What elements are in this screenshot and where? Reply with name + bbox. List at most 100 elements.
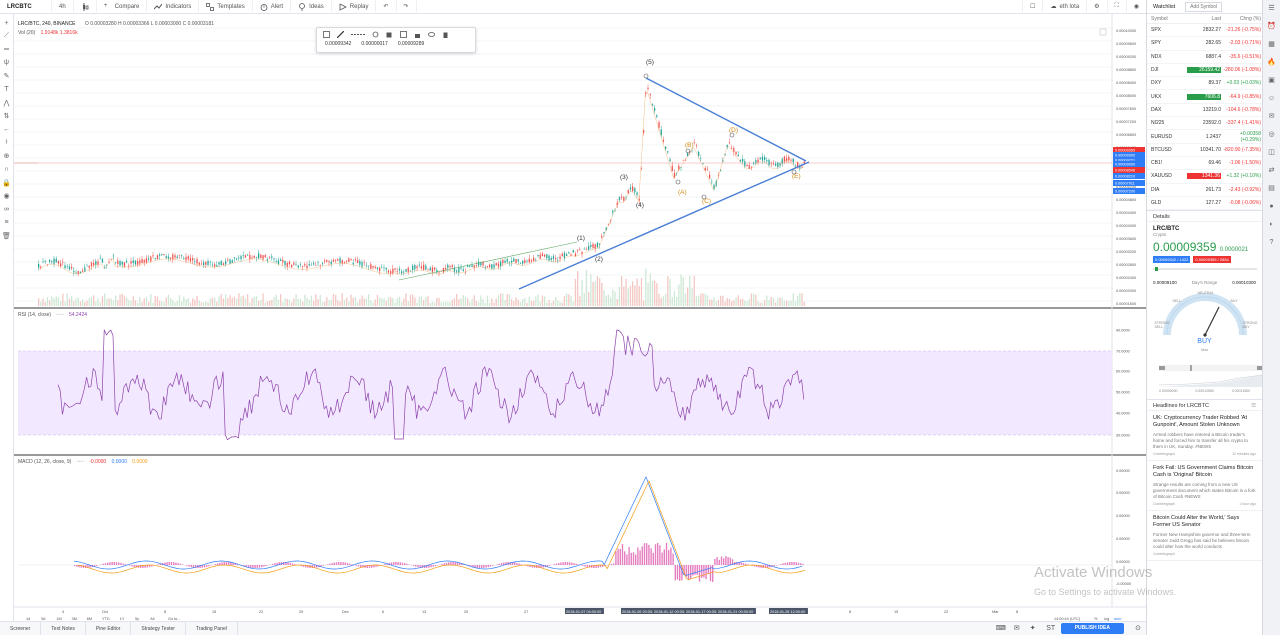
interval-button[interactable]: 4h <box>52 0 74 14</box>
macd-settings-icon[interactable]: ▫▫▫▫ <box>76 459 84 465</box>
trash-icon[interactable] <box>442 31 449 38</box>
order-panel-icon[interactable]: ⇄ <box>1268 167 1275 174</box>
data-window-icon[interactable]: ▦ <box>1268 41 1275 48</box>
copy-icon[interactable] <box>386 31 393 38</box>
horizontal-line-icon[interactable]: ═ <box>4 46 9 54</box>
profile-icon[interactable]: ◐ <box>1269 221 1274 228</box>
headline-title[interactable]: Fork Fail: US Government Claims Bitcoin … <box>1153 465 1254 479</box>
link-icon[interactable]: ∞ <box>4 205 9 213</box>
trash-icon[interactable]: 🗑 <box>2 232 11 240</box>
expand-icon[interactable]: ⊙ <box>1135 624 1141 632</box>
watchlist-row[interactable]: SPX 2832.27 -21.26 (-0.75%) <box>1147 24 1262 38</box>
watchlist-row[interactable]: DIA 261.73 -2.43 (-0.92%) <box>1147 184 1262 197</box>
templates-button[interactable]: Templates <box>199 0 253 14</box>
trend-line-icon[interactable]: ⟋ <box>4 32 9 40</box>
publish-idea-button[interactable]: PUBLISH IDEA <box>1060 623 1124 634</box>
watchlist-row[interactable]: BTCUSD 10341.70 -820.90 (-7.35%) <box>1147 144 1262 157</box>
twitter-icon[interactable]: ✦ <box>1029 624 1036 632</box>
hotlist-icon[interactable]: 🔥 <box>1267 59 1276 66</box>
watchlist-row[interactable]: UKX 7606.8 -64.9 (-0.85%) <box>1147 90 1262 104</box>
watchlist-row[interactable]: GLD 127.27 -0.08 (-0.06%) <box>1147 197 1262 211</box>
watchlist-row[interactable]: DXY 89.37 +0.03 (+0.03%) <box>1147 77 1262 91</box>
help-icon[interactable]: ? <box>1269 239 1274 246</box>
col-last[interactable]: Last <box>1211 15 1221 22</box>
indicators-button[interactable]: Indicators <box>147 0 200 14</box>
alert-button[interactable]: Alert <box>253 0 292 14</box>
watchlist-row[interactable]: EURUSD 1.2437 +0.00358 (+0.29%) <box>1147 130 1262 144</box>
chat-icon[interactable]: ✉ <box>1013 624 1020 632</box>
headline-title[interactable]: Bitcoin Could Alter the World,' Says For… <box>1153 515 1240 529</box>
watchlist-row[interactable]: CB1! 69.46 -1.06 (-1.50%) <box>1147 157 1262 171</box>
tab-trading-panel[interactable]: Trading Panel <box>186 621 238 635</box>
tab-screener[interactable]: Screener <box>0 621 42 635</box>
pattern-icon[interactable]: ⋀ <box>3 99 10 107</box>
watchlist-title[interactable]: Watchlist <box>1153 3 1176 10</box>
watchlist-row[interactable]: DJI 26159.42 -280.06 (-1.08%) <box>1147 64 1262 78</box>
undo-button[interactable]: ↶ <box>376 0 397 14</box>
frame-icon[interactable] <box>400 31 407 38</box>
gear-icon[interactable] <box>372 31 379 38</box>
ideas-stream-icon[interactable]: ◎ <box>1268 131 1275 138</box>
notification-icon[interactable]: ● <box>1269 203 1274 210</box>
watchlist-row[interactable]: NI225 23592.0 -337.4 (-1.41%) <box>1147 117 1262 131</box>
pitchfork-icon[interactable]: ψ <box>4 59 9 67</box>
back-arrow-icon[interactable]: ← <box>3 125 10 133</box>
headline-item[interactable]: Fork Fail: US Government Claims Bitcoin … <box>1147 461 1262 512</box>
brush-icon[interactable]: ✎ <box>3 73 10 81</box>
camera-button[interactable]: ◉ <box>1125 0 1146 14</box>
zoom-icon[interactable]: ⊕ <box>3 152 10 160</box>
compare-button[interactable]: + Compare <box>97 0 148 14</box>
line-style-icon[interactable] <box>351 31 365 38</box>
magnet-icon[interactable]: ∩ <box>3 165 10 173</box>
tab-pine-editor[interactable]: Pine Editor <box>86 621 132 635</box>
candle-style-button[interactable] <box>74 0 97 14</box>
headline-item[interactable]: UK: Cryptocurrency Trader Robbed 'At Gun… <box>1147 411 1262 462</box>
layout-button[interactable]: ☐ <box>1022 0 1042 14</box>
templates-icon[interactable] <box>323 31 330 38</box>
ideas-button[interactable]: Ideas <box>291 0 332 14</box>
watchlist-row[interactable]: SPY 282.65 -2.03 (-0.71%) <box>1147 37 1262 51</box>
eye-icon[interactable]: ◉ <box>3 192 10 200</box>
social-icon[interactable]: ☺ <box>1267 95 1276 102</box>
eye-icon[interactable] <box>428 31 435 38</box>
chart-area[interactable]: 0.00010000 0.00009600 0.00009200 0.00008800… <box>14 14 1146 621</box>
prediction-icon[interactable]: ⇅ <box>3 113 10 121</box>
headlines-header[interactable]: Headlines for LRCBTC ☰ <box>1147 399 1262 412</box>
watchlist-icon[interactable]: ☰ <box>1268 5 1275 12</box>
rsi-settings-icon[interactable]: ▫▫▫▫ <box>56 312 64 318</box>
keyboard-icon[interactable]: ⌨ <box>995 624 1006 632</box>
headlines-menu-icon[interactable]: ☰ <box>1251 403 1256 410</box>
symbol-search[interactable]: LRCBTC <box>0 0 52 14</box>
scripts-icon[interactable]: ◫ <box>1268 149 1275 156</box>
tab-strategy-tester[interactable]: Strategy Tester <box>131 621 186 635</box>
lock-icon[interactable] <box>414 31 421 38</box>
dom-icon[interactable]: ▤ <box>1268 185 1275 192</box>
add-symbol-input[interactable]: Add Symbol <box>1185 1 1223 12</box>
fullscreen-button[interactable]: ⛶ <box>1106 0 1126 14</box>
details-header[interactable]: Details <box>1147 210 1262 223</box>
ruler-icon[interactable]: ⟊ <box>5 138 8 146</box>
pencil-icon[interactable] <box>336 30 345 39</box>
drawing-properties-toolbar[interactable]: 0.00009342 0.00000017 0.00009289 <box>316 27 476 53</box>
watchlist-row[interactable]: DAX 13219.0 -104.6 (-0.78%) <box>1147 104 1262 118</box>
lock-icon[interactable]: 🔒 <box>2 179 11 187</box>
watchlist-row[interactable]: XAUUSD 1341.36 +1.32 (+0.10%) <box>1147 170 1262 184</box>
watchlist-row[interactable]: NDX 6887.4 -35.6 (-0.51%) <box>1147 51 1262 64</box>
headline-title[interactable]: UK: Cryptocurrency Trader Robbed 'At Gun… <box>1153 415 1247 429</box>
redo-button[interactable]: ↷ <box>397 0 417 14</box>
col-symbol[interactable]: Symbol <box>1151 15 1168 22</box>
price-chart-canvas[interactable]: 0.00010000 0.00009600 0.00009200 0.00008800… <box>14 14 1146 621</box>
col-change[interactable]: Chng (%) <box>1239 15 1261 22</box>
headline-item[interactable]: Bitcoin Could Alter the World,' Says For… <box>1147 511 1262 562</box>
calendar-icon[interactable]: ▣ <box>1268 77 1275 84</box>
replay-button[interactable]: Replay <box>332 0 377 14</box>
settings-button[interactable]: ⚙ <box>1086 0 1106 14</box>
chat-icon[interactable]: ✉ <box>1268 113 1275 120</box>
tab-text-notes[interactable]: Text Notes <box>41 621 86 635</box>
user-menu[interactable]: ☁ eth lota <box>1042 0 1086 14</box>
layers-icon[interactable]: ≡ <box>4 218 9 226</box>
text-icon[interactable]: T <box>4 85 9 93</box>
alerts-icon[interactable]: ⏰ <box>1267 23 1276 30</box>
stocktwits-icon[interactable]: ST <box>1046 624 1056 632</box>
crosshair-icon[interactable]: + <box>4 19 9 27</box>
